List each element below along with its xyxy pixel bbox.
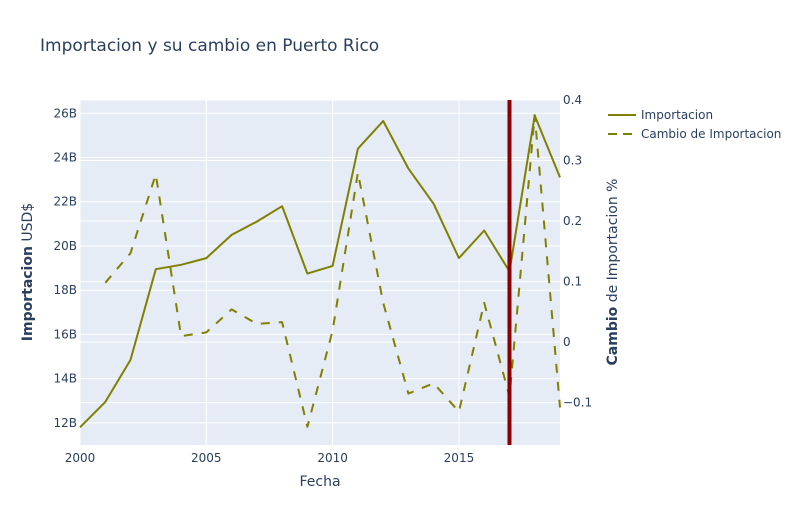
y2-tick-label: 0.1 bbox=[563, 275, 582, 289]
y-axis-title: Importacion USD$ bbox=[20, 203, 36, 341]
y-tick-label: 16B bbox=[53, 327, 77, 341]
y-tick-label: 20B bbox=[53, 239, 77, 253]
legend-label: Cambio de Importacion bbox=[641, 127, 781, 141]
y2-axis-title-rest: de Importacion % bbox=[605, 179, 621, 307]
y-tick-label: 12B bbox=[53, 416, 77, 430]
plot-background bbox=[80, 100, 560, 445]
y-tick-label: 24B bbox=[53, 151, 77, 165]
y-axis-title-bold: Importacion bbox=[20, 246, 36, 341]
y2-axis-title: Cambio de Importacion % bbox=[605, 179, 621, 366]
x-tick-label: 2010 bbox=[317, 451, 348, 465]
x-tick-label: 2005 bbox=[191, 451, 222, 465]
y2-tick-label: 0 bbox=[563, 335, 571, 349]
legend-item[interactable]: Cambio de Importacion bbox=[608, 127, 781, 141]
x-tick-label: 2000 bbox=[65, 451, 96, 465]
series-lines bbox=[79, 114, 561, 429]
x-axis-title: Fecha bbox=[299, 474, 340, 490]
series-line-importacion bbox=[79, 114, 561, 429]
y2-tick-label: 0.4 bbox=[563, 93, 582, 107]
series-line-change bbox=[104, 114, 561, 428]
legend-label: Importacion bbox=[641, 108, 713, 122]
x-tick-label: 2015 bbox=[444, 451, 475, 465]
y-tick-label: 14B bbox=[53, 372, 77, 386]
y-tick-label: 26B bbox=[53, 106, 77, 120]
y2-tick-label: 0.3 bbox=[563, 154, 582, 168]
legend-item[interactable]: Importacion bbox=[608, 108, 713, 122]
y-tick-label: 18B bbox=[53, 283, 77, 297]
chart-title: Importacion y su cambio en Puerto Rico bbox=[40, 36, 379, 56]
y-tick-label: 22B bbox=[53, 195, 77, 209]
legend[interactable]: Importacion Cambio de Importacion bbox=[608, 108, 781, 141]
y2-tick-label: −0.1 bbox=[563, 396, 592, 410]
x-axis-ticks: 2000 2005 2010 2015 bbox=[65, 451, 474, 465]
y2-axis-title-bold: Cambio bbox=[605, 306, 621, 365]
y2-axis-ticks: −0.1 0 0.1 0.2 0.3 0.4 bbox=[563, 93, 592, 410]
y-axis-title-rest: USD$ bbox=[20, 203, 36, 246]
y2-tick-label: 0.2 bbox=[563, 214, 582, 228]
y-axis-ticks: 12B 14B 16B 18B 20B 22B 24B 26B bbox=[53, 106, 77, 430]
